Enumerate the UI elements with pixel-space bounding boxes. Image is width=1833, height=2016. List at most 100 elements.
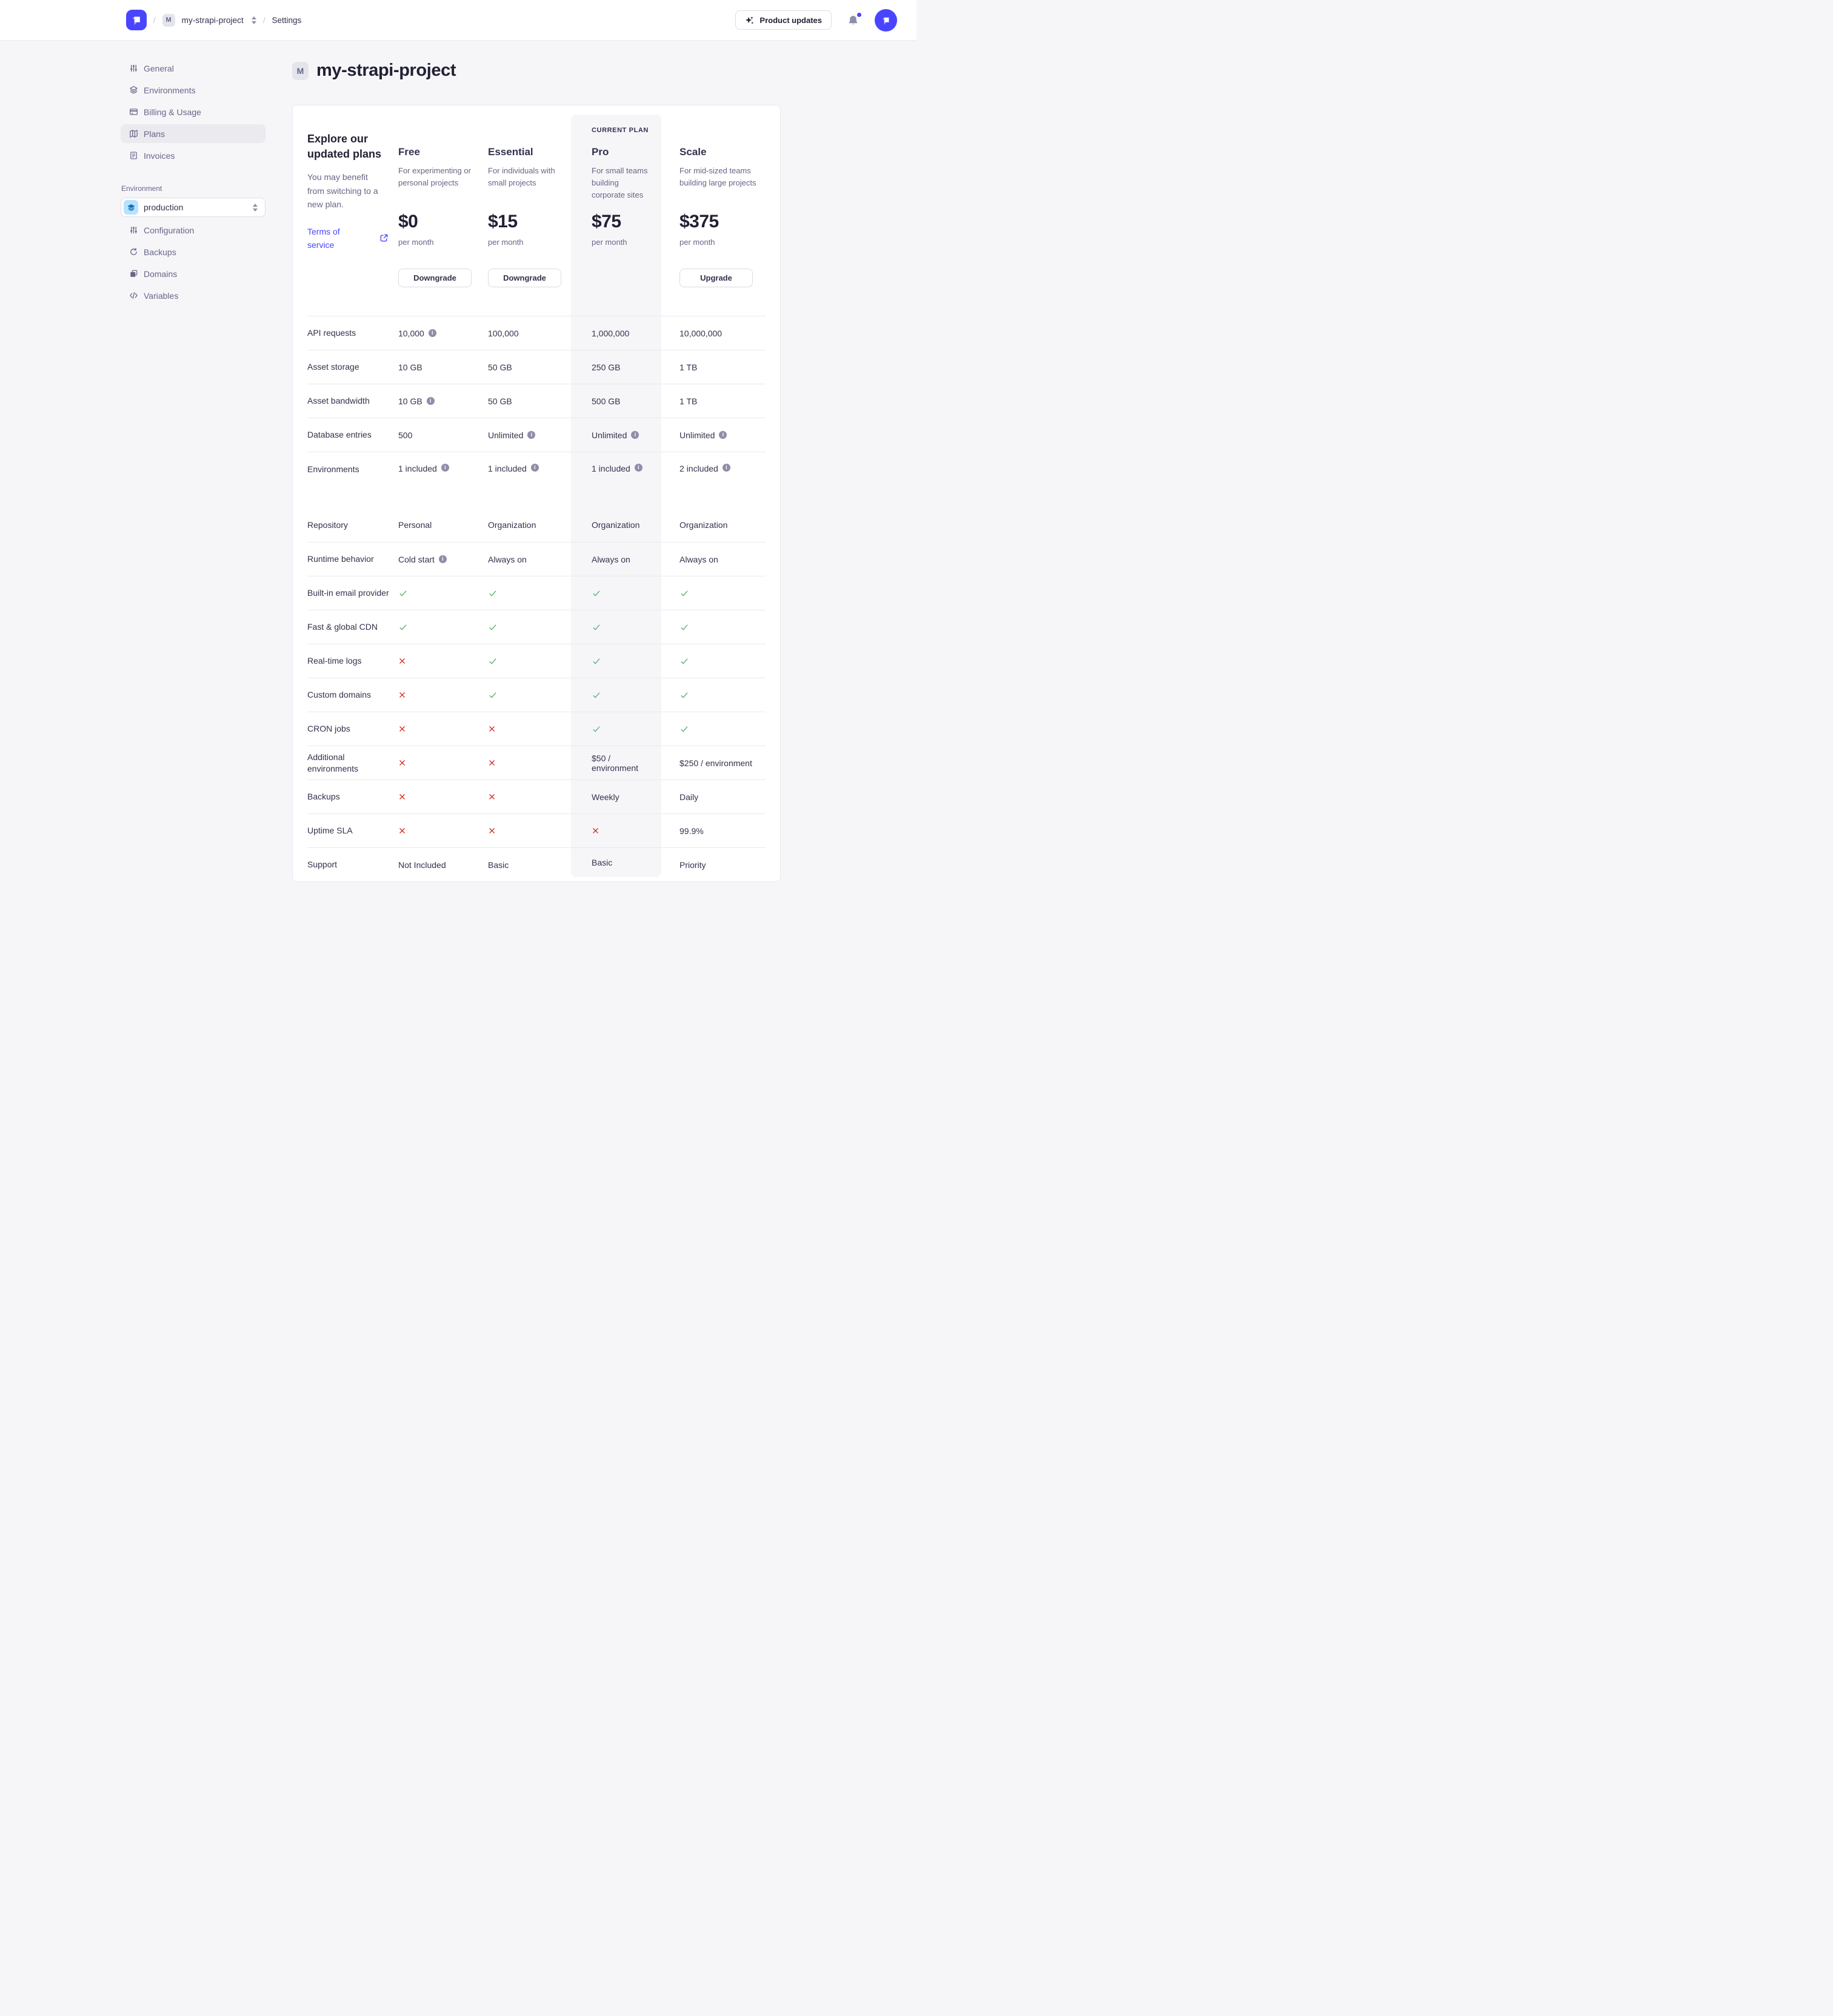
plan-value-essential: Organization xyxy=(488,508,571,542)
plan-value-pro xyxy=(571,678,661,712)
plan-value-scale xyxy=(661,576,766,610)
downgrade-button-free[interactable]: Downgrade xyxy=(398,269,472,287)
check-icon xyxy=(488,656,498,666)
plan-desc: For small teams building corporate sites xyxy=(592,166,648,200)
plan-value-text: 2 included xyxy=(679,464,718,473)
sidebar-item-environments[interactable]: Environments xyxy=(121,81,265,99)
downgrade-button-essential[interactable]: Downgrade xyxy=(488,269,561,287)
sidebar-item-label: Plans xyxy=(144,129,165,139)
plan-value-essential: 50 GB xyxy=(488,384,571,418)
plan-value-text: 100,000 xyxy=(488,328,519,338)
sidebar-item-backups[interactable]: Backups xyxy=(121,242,265,261)
plan-value-scale: 2 included i xyxy=(661,452,766,508)
terms-of-service-link[interactable]: Terms of service xyxy=(307,226,340,250)
environment-select[interactable]: production xyxy=(121,198,265,217)
upgrade-button-scale[interactable]: Upgrade xyxy=(679,269,753,287)
product-updates-button[interactable]: Product updates xyxy=(735,10,832,30)
cross-icon xyxy=(398,725,406,733)
plan-value-essential: 50 GB xyxy=(488,350,571,384)
plan-value-text: Unlimited xyxy=(592,430,627,440)
info-icon[interactable]: i xyxy=(441,464,449,472)
plan-value-scale: Unlimited i xyxy=(661,418,766,452)
feature-label: API requests xyxy=(307,328,356,338)
plan-value-text: Organization xyxy=(592,520,640,530)
plan-value-text: 50 GB xyxy=(488,396,512,406)
feature-label: Built-in email provider xyxy=(307,588,389,598)
sidebar-item-billing-usage[interactable]: Billing & Usage xyxy=(121,102,265,121)
plans-card: Explore our updated plans You may benefi… xyxy=(292,105,781,882)
sidebar-item-label: Invoices xyxy=(144,150,175,161)
plan-desc: For individuals with small projects xyxy=(488,166,555,188)
environment-select-value: production xyxy=(144,202,184,212)
plan-value-text: 99.9% xyxy=(679,826,704,836)
feature-label: Asset storage xyxy=(307,362,359,372)
breadcrumb-settings[interactable]: Settings xyxy=(272,15,302,25)
info-icon[interactable]: i xyxy=(428,329,436,337)
account-avatar[interactable] xyxy=(875,8,897,32)
breadcrumb-project[interactable]: my-strapi-project xyxy=(181,15,244,25)
plan-value-pro xyxy=(571,712,661,746)
refresh-icon xyxy=(130,248,137,255)
plan-name: Scale xyxy=(679,146,707,158)
plans-intro: Explore our updated plans You may benefi… xyxy=(307,105,398,316)
map-icon xyxy=(130,130,138,138)
feature-label: Additional environments xyxy=(307,752,359,773)
plan-value-essential xyxy=(488,712,571,746)
plan-value-text: $50 / environment xyxy=(592,753,639,773)
plan-value-text: 1,000,000 xyxy=(592,328,630,338)
sidebar-item-variables[interactable]: Variables xyxy=(121,286,265,305)
info-icon[interactable]: i xyxy=(719,431,727,439)
info-icon[interactable]: i xyxy=(631,431,639,439)
info-icon[interactable]: i xyxy=(530,464,539,472)
plan-column-free: Free For experimenting or personal proje… xyxy=(398,105,488,316)
sidebar-item-invoices[interactable]: Invoices xyxy=(121,146,265,165)
info-icon[interactable]: i xyxy=(722,464,730,472)
plan-desc: For mid-sized teams building large proje… xyxy=(679,166,756,188)
sidebar-item-label: Variables xyxy=(144,290,179,301)
strapi-logo[interactable] xyxy=(126,10,147,30)
plan-column-pro-current: CURRENT PLAN Pro For small teams buildin… xyxy=(571,115,661,316)
plan-value-scale xyxy=(661,644,766,678)
plan-value-essential xyxy=(488,644,571,678)
info-icon[interactable]: i xyxy=(634,464,643,472)
project-avatar-chip: M xyxy=(162,13,175,27)
sidebar-item-plans[interactable]: Plans xyxy=(121,124,265,143)
plan-value-text: Always on xyxy=(488,554,527,564)
cross-icon xyxy=(488,793,496,801)
top-bar: / M my-strapi-project / Settings Product… xyxy=(0,0,916,41)
sidebar-item-general[interactable]: General xyxy=(121,59,265,78)
feature-label: Uptime SLA xyxy=(307,826,353,836)
plan-value-pro: 1 included i xyxy=(571,452,661,508)
check-icon xyxy=(679,589,689,598)
sidebar-item-label: Configuration xyxy=(144,225,195,235)
breadcrumb-separator: / xyxy=(262,15,265,25)
project-switcher-icon[interactable] xyxy=(251,16,256,24)
notifications-bell[interactable] xyxy=(847,12,861,26)
plan-value-text: Basic xyxy=(592,858,613,867)
plan-value-text: 1 included xyxy=(592,464,630,473)
feature-label: Support xyxy=(307,859,338,870)
check-icon xyxy=(592,656,601,666)
plan-period: per month xyxy=(679,238,715,247)
sidebar-item-configuration[interactable]: Configuration xyxy=(121,221,265,239)
plan-value-text: Organization xyxy=(488,520,536,530)
cross-icon xyxy=(398,657,406,665)
plan-value-scale: Organization xyxy=(661,508,766,542)
cross-icon xyxy=(398,691,406,699)
feature-label: CRON jobs xyxy=(307,724,350,734)
plan-feature-row: Real-time logs xyxy=(307,644,766,678)
info-icon[interactable]: i xyxy=(426,397,435,405)
plan-value-essential xyxy=(488,746,571,779)
info-icon[interactable]: i xyxy=(438,555,447,563)
check-icon xyxy=(679,690,689,700)
plan-value-pro: Unlimited i xyxy=(571,418,661,452)
plan-value-text: 1 included xyxy=(398,464,437,473)
plan-value-text: Priority xyxy=(679,859,706,870)
plan-feature-row: Asset bandwidth 10 GB i 50 GB 500 GB 1 TB xyxy=(307,384,766,418)
sidebar-item-domains[interactable]: Domains xyxy=(121,264,265,283)
info-icon[interactable]: i xyxy=(527,431,536,439)
plan-value-free: Personal xyxy=(398,508,488,542)
plan-value-essential xyxy=(488,610,571,644)
stacked-squares-icon xyxy=(130,270,138,277)
plan-value-scale: 10,000,000 xyxy=(661,316,766,350)
